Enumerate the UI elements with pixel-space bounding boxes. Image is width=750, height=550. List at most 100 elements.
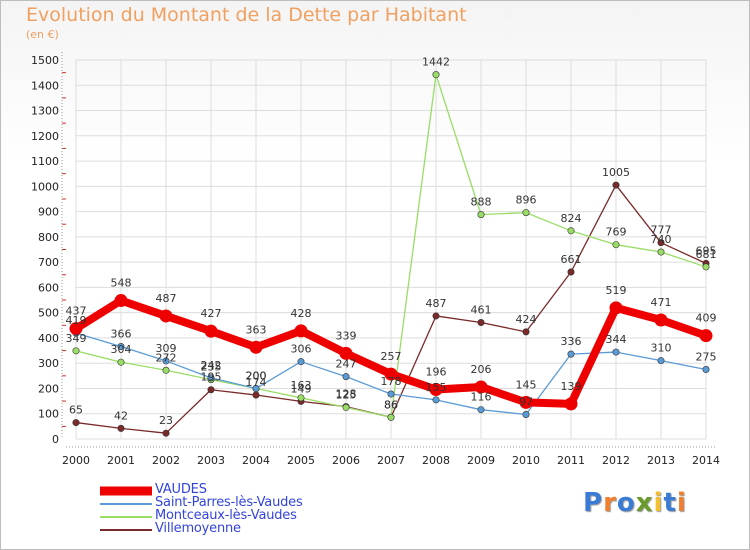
logo-letter: i	[676, 488, 687, 518]
y-tick-label: 400	[38, 332, 59, 345]
data-label: 174	[246, 376, 267, 389]
data-label: 471	[651, 296, 672, 309]
x-tick-label: 2003	[197, 454, 225, 467]
data-point	[567, 227, 575, 235]
data-label: 681	[696, 248, 717, 261]
data-label: 1005	[602, 166, 630, 179]
data-label: 339	[336, 329, 357, 342]
data-point	[117, 424, 125, 432]
data-point	[612, 241, 620, 249]
x-tick-label: 2004	[242, 454, 270, 467]
data-label: 769	[606, 226, 627, 239]
data-label: 548	[111, 277, 132, 290]
data-label: 427	[201, 307, 222, 320]
data-point	[72, 419, 80, 427]
data-label: 139	[561, 380, 582, 393]
data-point	[612, 181, 620, 189]
data-point	[162, 366, 170, 374]
data-label: 487	[426, 297, 447, 310]
data-point	[342, 373, 350, 381]
y-tick-label: 300	[38, 357, 59, 370]
data-label: 461	[471, 304, 492, 317]
y-tick-label: 600	[38, 281, 59, 294]
data-label: 304	[111, 343, 132, 356]
data-point	[117, 358, 125, 366]
data-label: 519	[606, 284, 627, 297]
legend-label: Montceaux-lès-Vaudes	[155, 508, 297, 523]
x-tick-label: 2008	[422, 454, 450, 467]
data-point	[387, 390, 395, 398]
y-axis-unit-label: (en €)	[26, 28, 59, 41]
data-label: 272	[156, 351, 177, 364]
data-label: 155	[426, 381, 447, 394]
data-point	[522, 410, 530, 418]
data-label: 275	[696, 351, 717, 364]
y-tick-label: 0	[52, 433, 59, 446]
data-point	[69, 322, 83, 336]
data-label: 363	[246, 323, 267, 336]
data-label: 306	[291, 343, 312, 356]
data-label: 178	[381, 375, 402, 388]
data-point	[252, 384, 260, 392]
data-point	[162, 357, 170, 365]
data-label: 437	[66, 305, 87, 318]
data-label: 235	[201, 361, 222, 374]
data-label: 128	[336, 388, 357, 401]
data-point	[159, 309, 173, 323]
data-point	[432, 71, 440, 79]
data-label: 309	[156, 342, 177, 355]
data-label: 366	[111, 328, 132, 341]
legend-swatch	[100, 486, 152, 495]
data-point	[522, 209, 530, 217]
x-tick-label: 2012	[602, 454, 630, 467]
data-label: 145	[516, 378, 537, 391]
data-label: 257	[381, 350, 402, 363]
data-point	[477, 406, 485, 414]
data-label: 65	[69, 404, 83, 417]
data-label: 695	[696, 244, 717, 257]
data-point	[702, 263, 710, 271]
data-point	[522, 328, 530, 336]
x-tick-label: 2007	[377, 454, 405, 467]
data-label: 242	[201, 359, 222, 372]
data-point	[297, 358, 305, 366]
data-label: 349	[66, 332, 87, 345]
logo-letter: i	[653, 488, 664, 518]
y-tick-label: 1500	[31, 54, 59, 67]
data-point	[342, 403, 350, 411]
data-label: 42	[114, 409, 128, 422]
data-point	[657, 239, 665, 247]
data-label: 419	[66, 314, 87, 327]
legend-label: Villemoyenne	[155, 521, 241, 536]
data-point	[117, 343, 125, 351]
proxiti-logo: Proxiti	[583, 488, 687, 518]
data-label: 896	[516, 194, 537, 207]
data-label: 777	[651, 224, 672, 237]
x-tick-label: 2002	[152, 454, 180, 467]
data-label: 149	[291, 382, 312, 395]
data-label: 86	[384, 398, 398, 411]
chart-title: Evolution du Montant de la Dette par Hab…	[26, 4, 467, 26]
y-tick-label: 1000	[31, 180, 59, 193]
data-label: 428	[291, 307, 312, 320]
data-label: 163	[291, 379, 312, 392]
legend-label: VAUDES	[155, 482, 207, 497]
data-label: 409	[696, 312, 717, 325]
data-point	[474, 380, 488, 394]
data-label: 661	[561, 253, 582, 266]
data-point	[609, 301, 623, 315]
y-tick-label: 500	[38, 307, 59, 320]
data-label: 336	[561, 335, 582, 348]
data-label: 125	[336, 388, 357, 401]
data-point	[162, 429, 170, 437]
legend-swatch	[100, 528, 152, 531]
data-point	[567, 268, 575, 276]
data-label: 206	[471, 363, 492, 376]
x-tick-label: 2000	[62, 454, 90, 467]
x-tick-label: 2001	[107, 454, 135, 467]
legend-swatch	[100, 515, 152, 518]
data-point	[249, 340, 263, 354]
data-point	[384, 367, 398, 381]
